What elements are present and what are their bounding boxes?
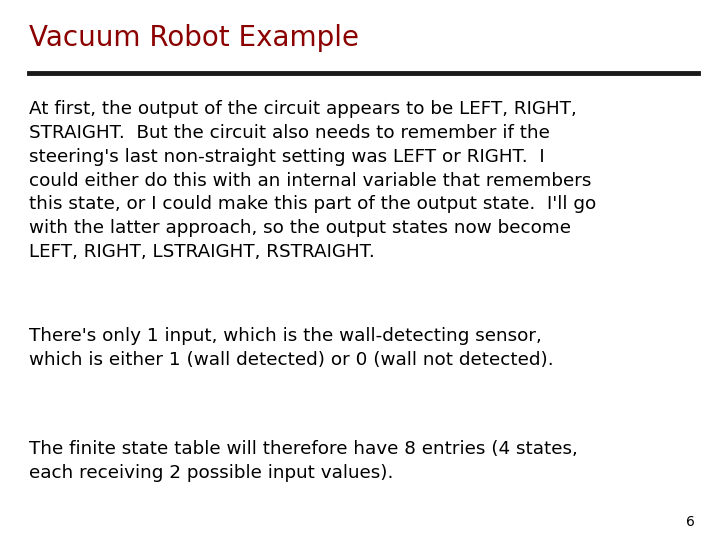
Text: 6: 6	[686, 515, 695, 529]
Text: The finite state table will therefore have 8 entries (4 states,
each receiving 2: The finite state table will therefore ha…	[29, 440, 577, 482]
Text: There's only 1 input, which is the wall-detecting sensor,
which is either 1 (wal: There's only 1 input, which is the wall-…	[29, 327, 554, 369]
Text: At first, the output of the circuit appears to be LEFT, RIGHT,
STRAIGHT.  But th: At first, the output of the circuit appe…	[29, 100, 596, 261]
Text: Vacuum Robot Example: Vacuum Robot Example	[29, 24, 359, 52]
